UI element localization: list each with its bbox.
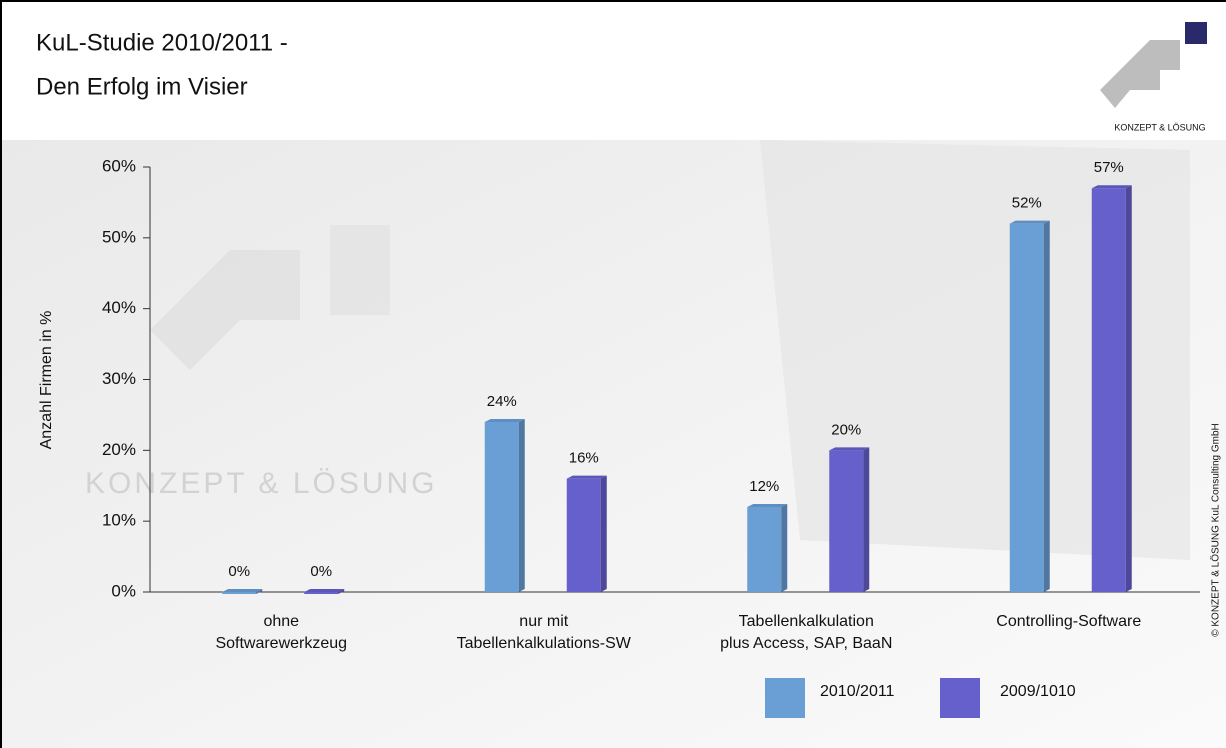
bar-top (1010, 221, 1050, 224)
copyright: © KONZEPT & LÖSUNG KuL Consulting GmbH (1210, 423, 1222, 637)
bar-top (222, 589, 262, 592)
bar (829, 450, 863, 592)
chart-subtitle: Den Erfolg im Visier (36, 73, 248, 100)
bar-top (485, 419, 525, 422)
y-tick-label: 0% (111, 581, 136, 600)
y-axis-label: Anzahl Firmen in % (38, 311, 55, 450)
bar (485, 422, 519, 592)
bar (222, 592, 256, 594)
x-tick-label-line: Softwarewerkzeug (215, 635, 347, 652)
value-label: 52% (1012, 195, 1042, 212)
bar-top (1092, 185, 1132, 188)
bar-side (863, 447, 869, 592)
x-tick-label-line: Controlling-Software (996, 613, 1141, 630)
bar (567, 479, 601, 592)
x-tick-label-line: nur mit (519, 613, 568, 630)
y-tick-label: 50% (102, 227, 136, 246)
x-tick-label: Controlling-Software (996, 613, 1141, 630)
x-tick-label-line: Tabellenkalkulations-SW (457, 635, 632, 652)
value-label: 57% (1094, 159, 1124, 176)
x-tick-label-line: Tabellenkalkulation (739, 613, 874, 630)
bar-top (567, 476, 607, 479)
bar-top (747, 504, 787, 507)
y-tick-label: 10% (102, 511, 136, 530)
bar-side (1044, 221, 1050, 592)
value-label: 0% (228, 563, 250, 580)
legend-swatch (765, 678, 805, 718)
legend-label: 2009/1010 (1000, 683, 1076, 700)
legend-swatch (940, 678, 980, 718)
y-tick-label: 40% (102, 298, 136, 317)
y-tick-label: 60% (102, 156, 136, 175)
logo-text: KONZEPT & LÖSUNG (1114, 122, 1205, 132)
bar (1092, 188, 1126, 592)
bar-side (519, 419, 525, 592)
bar-side (601, 476, 607, 592)
logo-square (1185, 22, 1207, 44)
bar-top (304, 589, 344, 592)
y-tick-label: 20% (102, 440, 136, 459)
value-label: 20% (831, 421, 861, 438)
chart: KONZEPT & LÖSUNG KuL-Studie 2010/2011 - … (0, 0, 1226, 748)
x-tick-label-line: ohne (263, 613, 299, 630)
watermark-text: KONZEPT & LÖSUNG (85, 467, 438, 500)
legend-label: 2010/2011 (820, 683, 895, 700)
value-label: 24% (487, 393, 517, 410)
bar (747, 507, 781, 592)
value-label: 12% (749, 478, 779, 495)
watermark-logo (330, 225, 390, 315)
y-tick-label: 30% (102, 369, 136, 388)
bar-side (1126, 185, 1132, 592)
bar-top (829, 447, 869, 450)
chart-title: KuL-Studie 2010/2011 - (36, 29, 288, 56)
value-label: 0% (310, 563, 332, 580)
value-label: 16% (569, 450, 599, 467)
x-tick-label-line: plus Access, SAP, BaaN (720, 635, 892, 652)
bar (304, 592, 338, 594)
bar-side (781, 504, 787, 592)
bar (1010, 224, 1044, 592)
